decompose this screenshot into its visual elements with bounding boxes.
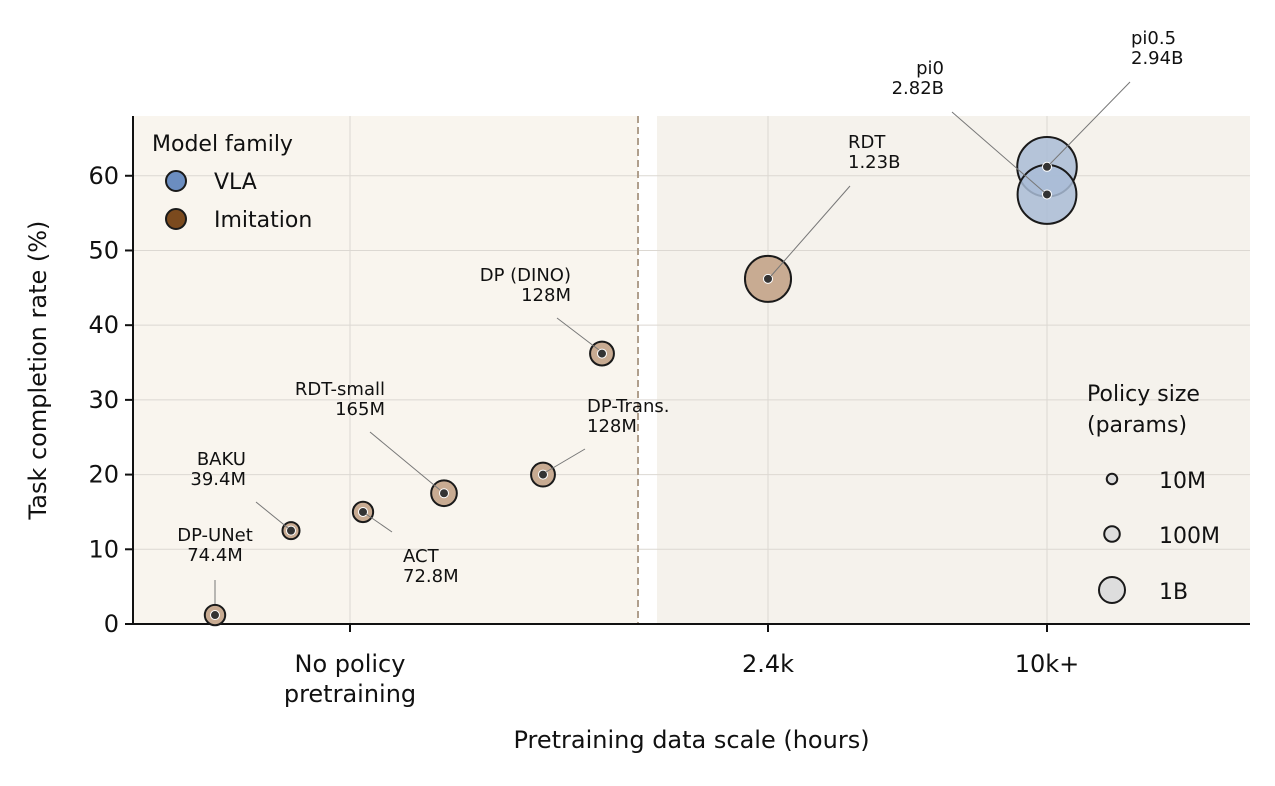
point-label-name: RDT-small bbox=[295, 379, 385, 400]
data-point-center-dot bbox=[439, 488, 449, 499]
data-point-center-dot bbox=[210, 610, 220, 621]
point-label-name: DP-UNet bbox=[177, 525, 253, 546]
data-point-center-dot bbox=[763, 273, 773, 284]
point-label-name: pi0 bbox=[916, 58, 944, 79]
point-label-name: BAKU bbox=[197, 449, 246, 470]
point-label-name: pi0.5 bbox=[1131, 28, 1176, 49]
legend-label-vla: VLA bbox=[214, 170, 257, 195]
point-label-params: 128M bbox=[521, 285, 571, 306]
data-point-center-dot bbox=[286, 525, 296, 536]
region-pretraining-background bbox=[657, 116, 1250, 624]
y-tick-label: 40 bbox=[88, 311, 119, 339]
point-label-name: DP (DINO) bbox=[480, 265, 571, 286]
point-label-name: RDT bbox=[848, 132, 886, 153]
legend-size-title: Policy size (params) bbox=[1087, 382, 1200, 438]
x-tick-label: No policy pretraining bbox=[284, 650, 416, 708]
data-point-center-dot bbox=[597, 348, 607, 359]
y-tick-label: 20 bbox=[88, 461, 119, 489]
legend-size-marker bbox=[1105, 472, 1119, 486]
annotation-leader-line bbox=[951, 111, 1045, 193]
point-label-name: ACT bbox=[403, 546, 440, 567]
region-no-pretraining-background bbox=[133, 116, 638, 624]
x-tick-label: 10k+ bbox=[1015, 650, 1080, 678]
legend-marker-vla bbox=[165, 170, 187, 192]
point-label-params: 72.8M bbox=[403, 566, 459, 587]
point-label-params: 2.94B bbox=[1131, 48, 1183, 69]
point-label-params: 39.4M bbox=[190, 469, 246, 490]
annotation-leader-line bbox=[1049, 81, 1131, 165]
y-tick-label: 60 bbox=[88, 162, 119, 190]
point-label-params: 1.23B bbox=[848, 152, 900, 173]
legend-size-label: 100M bbox=[1159, 524, 1220, 549]
data-point-center-dot bbox=[358, 506, 368, 517]
point-label-name: DP-Trans. bbox=[587, 396, 669, 417]
x-tick-label: 2.4k bbox=[742, 650, 794, 678]
y-tick-label: 0 bbox=[104, 610, 119, 638]
legend-size-marker bbox=[1097, 575, 1127, 605]
data-point-center-dot bbox=[1042, 161, 1052, 172]
data-point-center-dot bbox=[1042, 189, 1052, 200]
annotation-leader-line bbox=[545, 448, 586, 473]
point-label-params: 2.82B bbox=[892, 78, 944, 99]
point-label-params: 128M bbox=[587, 416, 637, 437]
legend-size-label: 1B bbox=[1159, 580, 1188, 605]
annotation-leader-line bbox=[770, 185, 851, 277]
y-axis-label: Task completion rate (%) bbox=[24, 221, 52, 521]
annotation-leader-line bbox=[556, 317, 600, 351]
y-tick-label: 10 bbox=[88, 535, 119, 563]
y-tick-label: 50 bbox=[88, 236, 119, 264]
x-axis-label: Pretraining data scale (hours) bbox=[513, 726, 869, 754]
data-point-center-dot bbox=[538, 469, 548, 480]
annotation-leader-line bbox=[369, 431, 441, 491]
legend-label-imitation: Imitation bbox=[214, 208, 312, 233]
legend-family-title: Model family bbox=[152, 132, 293, 157]
legend-marker-imitation bbox=[165, 208, 187, 230]
legend-size-marker bbox=[1103, 525, 1121, 543]
y-tick-label: 30 bbox=[88, 386, 119, 414]
point-label-params: 165M bbox=[335, 399, 385, 420]
point-label-params: 74.4M bbox=[187, 545, 243, 566]
annotation-leader-line bbox=[365, 513, 393, 533]
annotation-leader-line bbox=[255, 501, 289, 529]
legend-size-label: 10M bbox=[1159, 469, 1206, 494]
